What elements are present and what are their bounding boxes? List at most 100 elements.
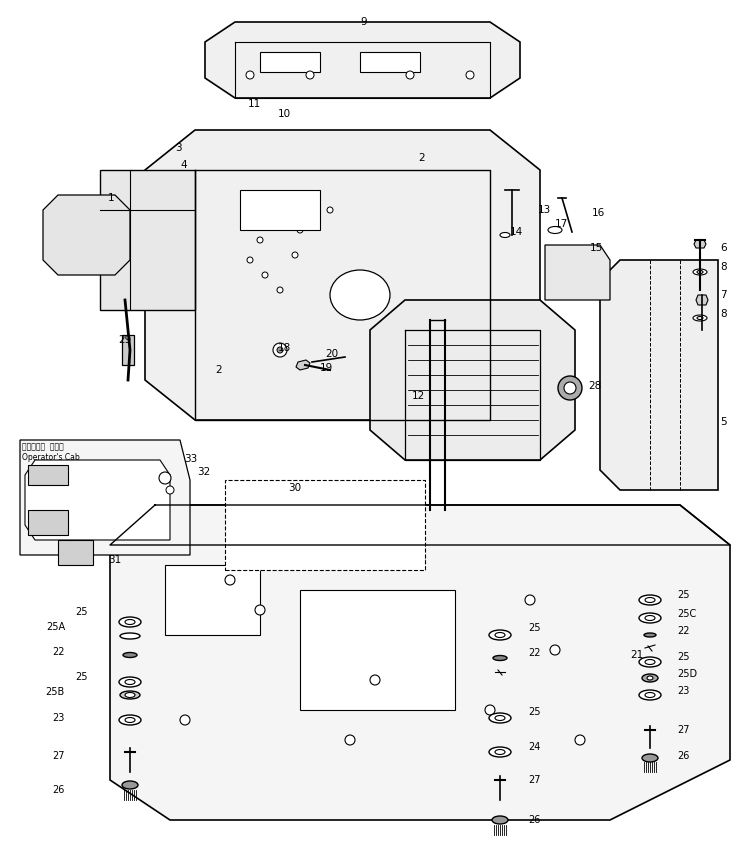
Polygon shape — [600, 260, 718, 490]
Circle shape — [485, 705, 495, 715]
Ellipse shape — [125, 619, 135, 624]
Text: 8: 8 — [720, 262, 727, 272]
Text: オペレータ  キャブ: オペレータ キャブ — [22, 443, 64, 451]
Ellipse shape — [125, 718, 135, 722]
Ellipse shape — [495, 749, 505, 754]
Circle shape — [246, 71, 254, 79]
Text: 28: 28 — [588, 381, 601, 391]
Ellipse shape — [492, 816, 508, 824]
Circle shape — [327, 207, 333, 213]
Circle shape — [345, 735, 355, 745]
Text: 26: 26 — [528, 815, 540, 825]
Ellipse shape — [489, 747, 511, 757]
Text: 25: 25 — [75, 607, 88, 617]
Ellipse shape — [120, 691, 140, 699]
Text: 33: 33 — [184, 454, 197, 464]
Text: 24: 24 — [528, 742, 540, 752]
Polygon shape — [20, 440, 190, 555]
Text: 8: 8 — [720, 309, 727, 319]
Text: 27: 27 — [53, 751, 65, 761]
Ellipse shape — [495, 715, 505, 721]
Circle shape — [255, 605, 265, 615]
Circle shape — [166, 486, 174, 494]
Text: 2: 2 — [215, 365, 222, 375]
Ellipse shape — [642, 674, 658, 682]
Ellipse shape — [644, 633, 656, 637]
Polygon shape — [145, 130, 540, 420]
Ellipse shape — [693, 315, 707, 321]
Ellipse shape — [645, 693, 655, 697]
Circle shape — [370, 675, 380, 685]
Circle shape — [525, 595, 535, 605]
Text: 11: 11 — [248, 99, 261, 109]
Ellipse shape — [489, 713, 511, 723]
Bar — [300, 590, 455, 710]
Ellipse shape — [639, 595, 661, 605]
Polygon shape — [25, 460, 170, 540]
Circle shape — [225, 575, 235, 585]
Text: 32: 32 — [197, 467, 210, 477]
Text: 25: 25 — [528, 623, 540, 633]
Ellipse shape — [645, 660, 655, 664]
Text: 10: 10 — [278, 109, 291, 119]
Text: 17: 17 — [555, 219, 568, 229]
Ellipse shape — [500, 232, 510, 237]
Circle shape — [277, 347, 283, 353]
Text: 30: 30 — [288, 483, 301, 493]
Text: 15: 15 — [590, 243, 603, 253]
Bar — [225, 480, 425, 570]
Ellipse shape — [125, 693, 135, 697]
Bar — [360, 52, 420, 72]
Text: 22: 22 — [528, 648, 540, 658]
Ellipse shape — [639, 657, 661, 667]
Ellipse shape — [647, 676, 653, 680]
Ellipse shape — [493, 656, 507, 661]
Text: 25B: 25B — [45, 687, 65, 697]
Text: 25D: 25D — [677, 669, 697, 679]
Text: 9: 9 — [360, 17, 367, 27]
Bar — [260, 52, 320, 72]
Text: Operator's Cab: Operator's Cab — [22, 454, 80, 462]
Text: 25: 25 — [528, 707, 540, 717]
Text: 26: 26 — [677, 751, 690, 761]
Ellipse shape — [119, 617, 141, 627]
Polygon shape — [205, 22, 520, 98]
Ellipse shape — [125, 680, 135, 684]
Circle shape — [306, 71, 314, 79]
Circle shape — [247, 257, 253, 263]
Ellipse shape — [119, 715, 141, 725]
Circle shape — [550, 645, 560, 655]
Text: 20: 20 — [325, 349, 338, 359]
Bar — [28, 465, 68, 485]
Bar — [28, 510, 68, 535]
Text: 25: 25 — [677, 652, 690, 662]
Polygon shape — [694, 240, 706, 248]
Circle shape — [575, 735, 585, 745]
Text: 25: 25 — [75, 672, 88, 682]
Circle shape — [262, 272, 268, 278]
Text: 27: 27 — [677, 725, 690, 735]
Ellipse shape — [645, 616, 655, 621]
Polygon shape — [696, 295, 708, 305]
Text: 4: 4 — [180, 160, 187, 170]
Text: 29: 29 — [118, 335, 131, 345]
Text: 1: 1 — [108, 193, 115, 203]
Ellipse shape — [495, 632, 505, 637]
Ellipse shape — [120, 633, 140, 639]
Text: 12: 12 — [412, 391, 425, 401]
Text: 31: 31 — [108, 555, 122, 565]
Circle shape — [406, 71, 414, 79]
Bar — [122, 335, 134, 365]
Circle shape — [180, 715, 190, 725]
Text: 13: 13 — [538, 205, 551, 215]
Text: 7: 7 — [720, 290, 727, 300]
Text: 27: 27 — [528, 775, 540, 785]
Ellipse shape — [697, 270, 703, 274]
Text: 25: 25 — [677, 590, 690, 600]
Text: 14: 14 — [510, 227, 523, 237]
Bar — [240, 190, 320, 230]
Circle shape — [297, 227, 303, 233]
Circle shape — [307, 197, 313, 203]
Circle shape — [277, 287, 283, 293]
Text: 18: 18 — [278, 343, 291, 353]
